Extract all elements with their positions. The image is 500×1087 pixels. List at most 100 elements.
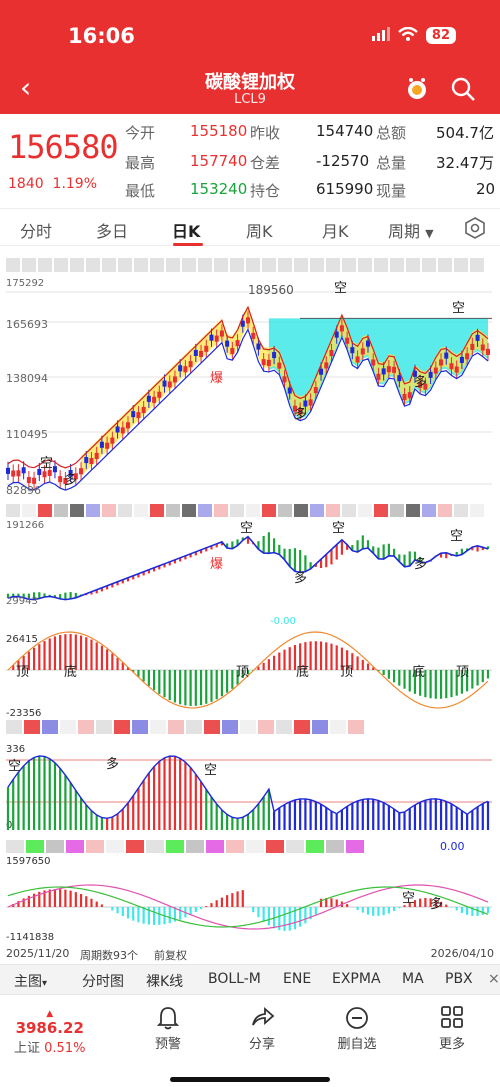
indicator-strip-block [294, 504, 308, 517]
active-tab-indicator [173, 243, 203, 246]
quote-panel: 156580 1840 1.19% 今开 155180 最高 157740 最低… [0, 114, 500, 204]
candle-body [120, 427, 125, 434]
indicator-tab-ma[interactable]: MA [402, 971, 424, 987]
indicator-strip-block [342, 258, 356, 272]
indicator-tab-ene[interactable]: ENE [283, 971, 312, 987]
macd-panel: 26415 -23356 -0.00 顶 底 顶 底 顶 底 顶 [6, 616, 492, 719]
indicator-strip-block [134, 504, 148, 517]
tab-intraday[interactable]: 分时 [20, 222, 53, 241]
indicator-strip-block [198, 258, 212, 272]
tab-weekly-k[interactable]: 周K [246, 222, 273, 241]
back-icon[interactable]: ‹ [20, 71, 32, 104]
candle-body [32, 477, 37, 484]
axis-label-y5: 82896 [6, 484, 41, 497]
axis-label-y2: 165693 [6, 318, 48, 331]
candle-body [162, 380, 167, 387]
indicator-strip-block [54, 258, 68, 272]
signal-mark: 顶 [340, 665, 353, 680]
tab-period[interactable]: 周期 ▼ [388, 222, 434, 241]
indicator-tab-pbx[interactable]: PBX [445, 971, 473, 987]
indicator-strip-block [102, 504, 116, 517]
candle-body [292, 405, 297, 412]
indicator-strip-block [246, 258, 260, 272]
indicator-strip-block [22, 504, 36, 517]
low-label: 最低 [125, 182, 156, 200]
settings-hexagon-icon[interactable] [464, 217, 486, 243]
share-button[interactable]: 分享 [222, 1005, 302, 1052]
indicator-strip-block [70, 504, 84, 517]
indicator-strip-block [118, 504, 132, 517]
indicator-strip-block [96, 720, 112, 734]
more-button[interactable]: 更多 [412, 1005, 492, 1052]
indicator-strip-block [374, 258, 388, 272]
candle-body [381, 368, 386, 375]
minus-circle-icon [317, 1005, 397, 1033]
kline-chart[interactable]: 175292 165693 138094 110495 82896 189560 空多爆空多… [0, 252, 500, 962]
candle-body [11, 470, 16, 477]
candle-body [193, 349, 198, 356]
remove-watchlist-button[interactable]: 删自选 [317, 1005, 397, 1052]
indicator-tab-boll-m[interactable]: BOLL-M [208, 971, 261, 987]
indicator-strip-block [310, 258, 324, 272]
prev-close-value: 154740 [316, 122, 374, 140]
candle-body [454, 366, 459, 373]
signal-mark: 空 [8, 759, 21, 774]
candle-body [402, 394, 407, 401]
indicator-strip-block [132, 720, 148, 734]
close-icon[interactable]: × [488, 971, 500, 987]
index-ticker[interactable]: ▲ 3986.22 上证 0.51% [14, 1009, 85, 1056]
indicator-tab-naked-k[interactable]: 裸K线 [146, 974, 184, 990]
signal-icon [371, 26, 390, 45]
adjust-mode: 前复权 [154, 949, 187, 962]
signal-mark: 空 [452, 301, 465, 316]
indicator-tab-expma[interactable]: EXPMA [332, 971, 381, 987]
status-icons: 82 [371, 26, 456, 45]
macd-line [7, 631, 489, 709]
candle-body [167, 381, 172, 388]
signal-mark: 空 [332, 521, 345, 536]
candle-body [219, 330, 224, 337]
signal-mark: 多 [414, 556, 427, 572]
signal-mark: 底 [64, 664, 77, 680]
battery-icon: 82 [425, 27, 456, 44]
candle-body [360, 348, 365, 355]
candle-body [412, 370, 417, 377]
chart-canvas[interactable]: 17529216569313809411049582896189560空多爆空多… [0, 252, 500, 944]
indicator-strip-block [22, 258, 36, 272]
alarm-clock-icon[interactable] [404, 76, 430, 106]
tab-daily-k[interactable]: 日K [172, 222, 201, 241]
indicator-strip-block [246, 840, 264, 853]
indicator-strip-block [258, 720, 274, 734]
candle-body [303, 400, 308, 407]
index-value: 3986.22 [15, 1019, 84, 1037]
indicator-strip-block [26, 840, 44, 853]
axis-label-bottom: 0 [6, 820, 12, 831]
alert-button[interactable]: 预警 [128, 1005, 208, 1052]
indicator-strip-block [326, 258, 340, 272]
indicator-strip-block [454, 258, 468, 272]
signal-mark: 多 [64, 472, 77, 488]
indicator-tab-main[interactable]: 主图▾ [14, 974, 48, 990]
indicator-strip-block [134, 258, 148, 272]
indicator-strip-block [214, 504, 228, 517]
indicator-strip-block [358, 504, 372, 517]
indicator-strip-block [230, 504, 244, 517]
tab-multiday[interactable]: 多日 [96, 222, 129, 241]
indicator-strip-block [86, 840, 104, 853]
period-tabs: 分时 多日 日K 周K 月K 周期 ▼ [0, 208, 500, 246]
tab-monthly-k[interactable]: 月K [322, 222, 349, 241]
search-icon[interactable] [450, 76, 476, 106]
bell-icon [128, 1005, 208, 1033]
candle-body [131, 411, 136, 418]
candle-body [136, 412, 141, 419]
macd-value: -0.00 [270, 616, 296, 627]
indicator-strip-block [306, 840, 324, 853]
axis-label-top: 1597650 [6, 856, 51, 867]
indicator-strip-block [198, 504, 212, 517]
candle-body [157, 391, 162, 398]
indicator-tab-intraday[interactable]: 分时图 [82, 974, 124, 990]
start-date: 2025/11/20 [6, 947, 70, 960]
indicator-strip-block [346, 840, 364, 853]
indicator-strip-block [438, 258, 452, 272]
candle-body [329, 350, 334, 357]
